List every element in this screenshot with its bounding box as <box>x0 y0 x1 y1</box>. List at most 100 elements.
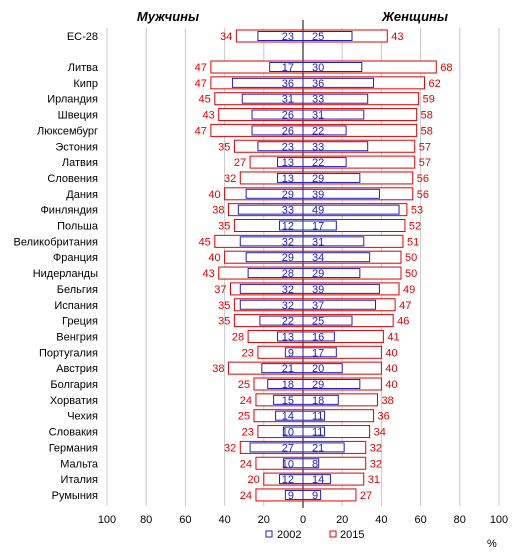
x-tick-label: 80 <box>140 514 152 526</box>
value-women-2015: 34 <box>374 427 386 439</box>
country-label: ЕС-28 <box>67 31 98 43</box>
value-men-2002: 21 <box>282 363 294 375</box>
value-men-2002: 27 <box>282 442 294 454</box>
value-men-2002: 32 <box>282 284 294 296</box>
country-label: Мальта <box>60 458 99 470</box>
country-label: Латвия <box>62 157 98 169</box>
value-women-2002: 17 <box>312 347 324 359</box>
value-women-2015: 50 <box>405 268 417 280</box>
bar-women-2002 <box>302 458 320 469</box>
country-label: Финляндия <box>40 205 98 217</box>
value-women-2002: 31 <box>312 110 324 122</box>
x-tick-label: 80 <box>454 514 466 526</box>
x-tick-label: 60 <box>414 514 426 526</box>
country-label: Великобритания <box>14 236 99 248</box>
value-men-2015: 45 <box>199 236 211 248</box>
value-women-2015: 40 <box>385 363 397 375</box>
value-men-2002: 23 <box>282 141 294 153</box>
value-men-2015: 28 <box>232 331 244 343</box>
bar-women-2002 <box>302 220 337 231</box>
bar-women-2002 <box>302 283 380 294</box>
country-label: Австрия <box>56 363 98 375</box>
country-label: Греция <box>62 316 98 328</box>
value-women-2002: 29 <box>312 173 324 185</box>
country-label: Румыния <box>52 490 98 502</box>
country-label: Германия <box>49 442 98 454</box>
value-women-2015: 56 <box>417 173 429 185</box>
value-women-2015: 50 <box>405 252 417 264</box>
value-men-2002: 26 <box>282 110 294 122</box>
value-women-2015: 57 <box>419 157 431 169</box>
value-women-2015: 53 <box>411 205 423 217</box>
value-men-2015: 32 <box>224 442 236 454</box>
value-men-2015: 38 <box>212 363 224 375</box>
value-men-2002: 9 <box>288 347 294 359</box>
value-women-2015: 43 <box>391 31 403 43</box>
value-men-2015: 25 <box>238 379 250 391</box>
value-women-2015: 59 <box>423 94 435 106</box>
value-men-2002: 23 <box>282 31 294 43</box>
value-women-2002: 14 <box>312 474 324 486</box>
x-tick-label: 100 <box>98 514 116 526</box>
country-label: Испания <box>54 300 98 312</box>
value-men-2002: 31 <box>282 94 294 106</box>
value-men-2002: 33 <box>282 205 294 217</box>
value-women-2002: 33 <box>312 94 324 106</box>
value-men-2015: 24 <box>240 490 252 502</box>
bar-women-2002 <box>302 410 326 421</box>
value-men-2002: 28 <box>282 268 294 280</box>
value-men-2015: 47 <box>195 78 207 90</box>
value-women-2002: 11 <box>312 427 323 439</box>
value-men-2002: 18 <box>282 379 294 391</box>
value-men-2002: 10 <box>282 427 294 439</box>
bar-women-2002 <box>302 188 380 199</box>
value-men-2015: 32 <box>224 173 236 185</box>
legend-label-2002: 2002 <box>277 529 301 541</box>
value-women-2015: 40 <box>385 347 397 359</box>
labels-layer: ЕС-28 23 25 34 43 Литва 17 30 47 68 Кипр 36 36 47 62 Ир… <box>14 31 453 502</box>
country-label: Хорватия <box>50 395 98 407</box>
bar-women-2002 <box>302 204 400 215</box>
value-men-2015: 35 <box>218 316 230 328</box>
value-women-2002: 18 <box>312 395 324 407</box>
country-label: Бельгия <box>57 284 98 296</box>
value-men-2002: 32 <box>282 300 294 312</box>
country-label: Люксембург <box>37 125 98 137</box>
value-men-2002: 13 <box>282 173 294 185</box>
value-women-2002: 33 <box>312 141 324 153</box>
value-men-2002: 36 <box>282 78 294 90</box>
bar-women-2002 <box>302 268 361 279</box>
country-label: Швеция <box>58 110 98 122</box>
bar-women-2002 <box>302 331 335 342</box>
value-men-2015: 24 <box>240 458 252 470</box>
value-women-2015: 31 <box>368 474 380 486</box>
value-men-2015: 37 <box>214 284 226 296</box>
value-women-2002: 49 <box>312 205 324 217</box>
unit-label: % <box>487 538 497 550</box>
value-women-2002: 29 <box>312 379 324 391</box>
value-women-2015: 47 <box>399 300 411 312</box>
value-women-2015: 46 <box>397 316 409 328</box>
header-men: Мужчины <box>137 9 199 24</box>
value-men-2002: 29 <box>282 189 294 201</box>
x-tick-label: 20 <box>336 514 348 526</box>
country-label: Франция <box>53 252 98 264</box>
bar-women-2002 <box>302 93 369 104</box>
value-men-2002: 12 <box>282 474 294 486</box>
x-tick-label: 40 <box>218 514 230 526</box>
bar-women-2002 <box>302 347 337 358</box>
country-label: Италия <box>61 474 99 486</box>
value-women-2002: 37 <box>312 300 324 312</box>
value-women-2002: 22 <box>312 125 324 137</box>
x-tick-label: 0 <box>300 514 306 526</box>
value-women-2015: 49 <box>403 284 415 296</box>
value-men-2015: 23 <box>242 427 254 439</box>
bar-women-2002 <box>302 489 322 500</box>
value-men-2015: 24 <box>240 395 252 407</box>
country-label: Ирландия <box>47 94 98 106</box>
bar-women-2002 <box>302 363 343 374</box>
bar-women-2002 <box>302 157 347 168</box>
value-men-2002: 9 <box>288 490 294 502</box>
value-women-2015: 38 <box>381 395 393 407</box>
